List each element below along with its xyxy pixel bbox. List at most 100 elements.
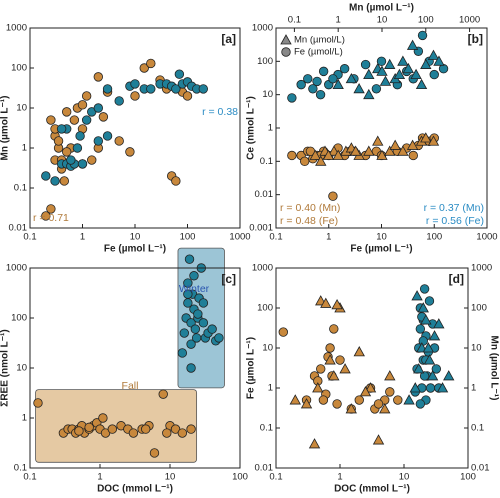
triangle-marker [363, 88, 375, 100]
triangle-marker [420, 132, 432, 143]
y-tick-label: 0.1 [14, 463, 27, 474]
y2-tick-label: 0.1 [471, 423, 484, 434]
y-axis-title: Fe (µmol L⁻¹) [246, 337, 257, 399]
legend-marker [281, 47, 291, 57]
triangle-marker [324, 354, 336, 365]
x-tick-label: 0.1 [269, 232, 282, 243]
circle-marker [207, 324, 217, 334]
circle-marker [56, 124, 67, 134]
circle-marker [107, 424, 118, 434]
triangle-marker [403, 394, 415, 405]
circle-marker [190, 324, 201, 334]
circle-marker [69, 115, 80, 125]
triangle-marker [372, 434, 385, 445]
triangle-marker [406, 139, 419, 150]
circle-marker [371, 84, 382, 94]
triangle-marker [328, 370, 340, 381]
circle-marker [98, 112, 109, 122]
x-tick-label: 1 [337, 472, 342, 483]
circle-marker [360, 59, 371, 70]
y-tick-label: 1000 [6, 23, 27, 34]
circle-marker [46, 204, 56, 214]
circle-marker [315, 89, 326, 100]
circle-marker [81, 115, 92, 125]
circle-marker [128, 428, 139, 438]
plot-frame [275, 267, 469, 469]
circle-marker [312, 76, 322, 87]
circle-marker [184, 254, 195, 264]
panel-label: [b] [468, 32, 483, 46]
triangle-marker [433, 318, 445, 329]
triangle-marker [427, 135, 440, 146]
triangle-marker [289, 394, 301, 405]
circle-marker [72, 143, 83, 153]
x-tick-label: 0.1 [269, 472, 282, 483]
triangle-marker [300, 398, 313, 409]
x-axis-title: Fe (µmol L⁻¹) [104, 244, 166, 255]
x-axis-title: Fe (µmol L⁻¹) [350, 244, 412, 255]
circle-marker [162, 428, 172, 438]
circle-marker [102, 84, 113, 94]
plot-frame [29, 267, 241, 469]
circle-marker [53, 136, 64, 146]
circle-marker [186, 363, 196, 373]
x-tick-label: 10 [376, 232, 387, 243]
x-tick-label: 100 [460, 472, 476, 483]
circle-marker [329, 324, 339, 334]
triangle-marker [406, 39, 419, 50]
circle-marker [186, 424, 196, 434]
x-tick-label: 1000 [476, 232, 497, 243]
y2-axis-title: Mn (µmol L⁻¹) [488, 336, 499, 401]
circle-marker [419, 371, 430, 381]
x-tick-label: 100 [180, 232, 196, 243]
circle-marker [102, 131, 113, 141]
circle-marker [149, 448, 160, 458]
x2-axis-title: Mn (µmol L⁻¹) [349, 3, 414, 14]
circle-marker [425, 383, 436, 393]
triangle-marker [379, 75, 392, 86]
circle-marker [114, 136, 124, 146]
triangle-marker [428, 330, 441, 341]
y-tick-label: 0.1 [260, 156, 273, 167]
x-axis-title: DOC (mmol L⁻¹) [97, 484, 173, 495]
x-tick-label: 0.1 [23, 232, 36, 243]
circle-marker [287, 93, 297, 103]
circle-marker [171, 176, 181, 186]
triangle-marker [312, 382, 324, 393]
panel-label: [d] [449, 272, 464, 286]
circle-marker [77, 159, 88, 169]
y-tick-label: 100 [11, 313, 27, 324]
annotation: r = 0.38 [202, 106, 238, 118]
x2-tick-label: 10 [377, 15, 388, 26]
circle-marker [61, 147, 72, 157]
triangle-marker [332, 78, 344, 90]
circle-marker [429, 69, 439, 80]
triangle-marker [420, 58, 432, 69]
y-tick-label: 10 [16, 103, 27, 114]
triangle-marker [364, 382, 377, 393]
x2-tick-label: 1 [336, 15, 341, 26]
circle-marker [424, 296, 435, 306]
circle-marker [328, 74, 338, 84]
annotation: r = 0.48 (Fe) [280, 215, 338, 227]
circle-marker [93, 103, 104, 113]
triangle-marker [322, 149, 335, 160]
y-tick-label: 10 [262, 343, 273, 354]
annotation: r = 0.56 (Fe) [426, 215, 484, 227]
circle-marker [335, 355, 345, 365]
legend-label: Mn (µmol/L) [294, 35, 345, 46]
circle-marker [287, 150, 297, 161]
y-tick-label: 0.01 [255, 189, 274, 200]
triangle-marker [384, 58, 396, 69]
x-tick-label: 100 [426, 232, 442, 243]
x-tick-label: 0.1 [23, 472, 36, 483]
circle-marker [93, 72, 104, 82]
panel-label: [a] [221, 32, 236, 46]
triangle-marker [309, 149, 321, 160]
x2-tick-label: 0.1 [288, 15, 301, 26]
circle-marker [174, 69, 185, 79]
annotation: Fall [122, 380, 139, 392]
y-tick-label: 10 [262, 89, 273, 100]
circle-marker [418, 336, 428, 346]
x-axis-title: DOC (mmol L⁻¹) [334, 484, 410, 495]
